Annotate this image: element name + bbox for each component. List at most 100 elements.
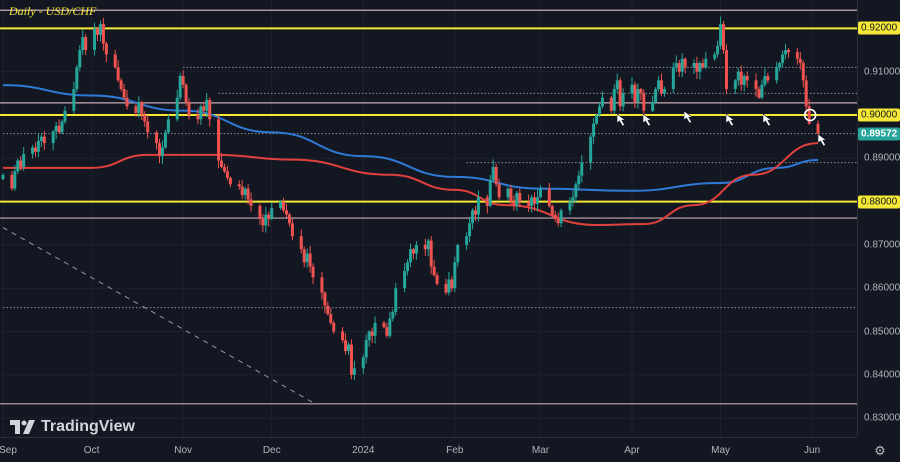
candle xyxy=(344,333,348,355)
candle-body xyxy=(453,262,457,289)
candle xyxy=(786,48,790,58)
candle xyxy=(72,82,76,114)
gear-icon[interactable]: ⚙ xyxy=(874,443,886,458)
price-plot[interactable] xyxy=(0,0,857,437)
candle-body xyxy=(119,80,123,90)
candle-body xyxy=(394,288,398,313)
candle xyxy=(391,309,395,322)
candle xyxy=(798,51,802,70)
candle-body xyxy=(270,208,274,219)
candle xyxy=(222,163,226,174)
candle xyxy=(465,232,469,250)
candle-body xyxy=(654,89,658,103)
candle-body xyxy=(698,63,702,72)
candle xyxy=(104,41,108,63)
candle xyxy=(208,97,212,127)
price-axis[interactable]: 0.92000 0.91000 0.90000 0.89000 0.88000 0.870… xyxy=(857,0,900,437)
candle-body xyxy=(571,197,575,202)
candle xyxy=(766,72,770,84)
candle xyxy=(598,102,602,117)
candle-body xyxy=(568,201,572,211)
candle xyxy=(595,113,599,125)
candle xyxy=(42,130,46,150)
candle-body xyxy=(323,292,327,306)
candle xyxy=(347,341,351,355)
candle xyxy=(816,120,820,136)
candle-body xyxy=(31,147,35,154)
candle-body xyxy=(491,166,495,180)
chart-title: Daily - USD/CHF xyxy=(9,4,97,18)
candle-body xyxy=(450,279,454,289)
candle xyxy=(181,70,185,89)
candle xyxy=(199,104,203,125)
candle xyxy=(246,184,250,205)
trend-line-dashed xyxy=(2,227,314,403)
candle xyxy=(754,73,758,97)
candle xyxy=(81,29,85,55)
candle-body xyxy=(329,314,333,323)
candle-body xyxy=(51,131,55,144)
candle xyxy=(134,103,138,117)
candle-body xyxy=(447,279,451,293)
candle xyxy=(258,203,262,226)
candle-body xyxy=(506,188,510,198)
candle xyxy=(494,163,498,187)
candle-body xyxy=(621,93,625,107)
candle-body xyxy=(600,97,604,107)
candle xyxy=(361,354,365,374)
candle-body xyxy=(10,174,14,189)
candle xyxy=(36,133,40,158)
candle-body xyxy=(125,97,129,107)
candle-body xyxy=(22,153,26,167)
candle xyxy=(388,311,392,339)
candle xyxy=(54,122,58,140)
candle xyxy=(683,57,687,74)
candle-body xyxy=(465,236,469,245)
candle-body xyxy=(261,218,265,226)
candle xyxy=(444,278,448,295)
candle xyxy=(630,77,634,99)
candle-body xyxy=(757,89,761,98)
candle xyxy=(364,334,368,364)
time-tick-label: Apr xyxy=(624,445,640,456)
candle-body xyxy=(284,210,288,215)
candle-body xyxy=(494,166,498,185)
candle xyxy=(178,72,182,101)
candle xyxy=(662,86,666,97)
moving-average-line-1 xyxy=(2,84,819,192)
candle-body xyxy=(473,210,477,215)
candle-body xyxy=(577,175,581,185)
candle xyxy=(155,130,159,150)
candle xyxy=(394,283,398,316)
candle xyxy=(225,165,229,181)
candle-body xyxy=(222,166,226,172)
candle xyxy=(320,271,324,300)
candle-body xyxy=(429,240,433,267)
candle-body xyxy=(19,160,23,167)
candle xyxy=(329,307,333,325)
candle-body xyxy=(497,184,501,198)
candle xyxy=(406,259,410,276)
candle-body xyxy=(57,125,61,133)
candle xyxy=(323,291,327,314)
candle-body xyxy=(352,368,356,375)
candle-body xyxy=(538,188,542,198)
time-tick-label: Jun xyxy=(804,445,821,456)
candle xyxy=(367,330,371,347)
candle-body xyxy=(553,214,557,219)
candle xyxy=(733,79,737,95)
candle-body xyxy=(722,24,726,51)
candle xyxy=(692,59,696,74)
candle-body xyxy=(1,174,5,180)
candle-body xyxy=(775,67,779,81)
candle-body xyxy=(373,322,377,336)
candle xyxy=(654,87,658,104)
time-tick-label: Dec xyxy=(262,445,281,456)
time-axis[interactable]: Sep Oct Nov Dec 2024 Feb Mar Apr May Jun xyxy=(0,437,857,462)
candle-body xyxy=(754,80,758,90)
candle xyxy=(196,108,200,125)
candle-body xyxy=(550,205,554,215)
candle-body xyxy=(75,67,79,90)
candle xyxy=(716,40,720,58)
candle-body xyxy=(778,63,782,68)
